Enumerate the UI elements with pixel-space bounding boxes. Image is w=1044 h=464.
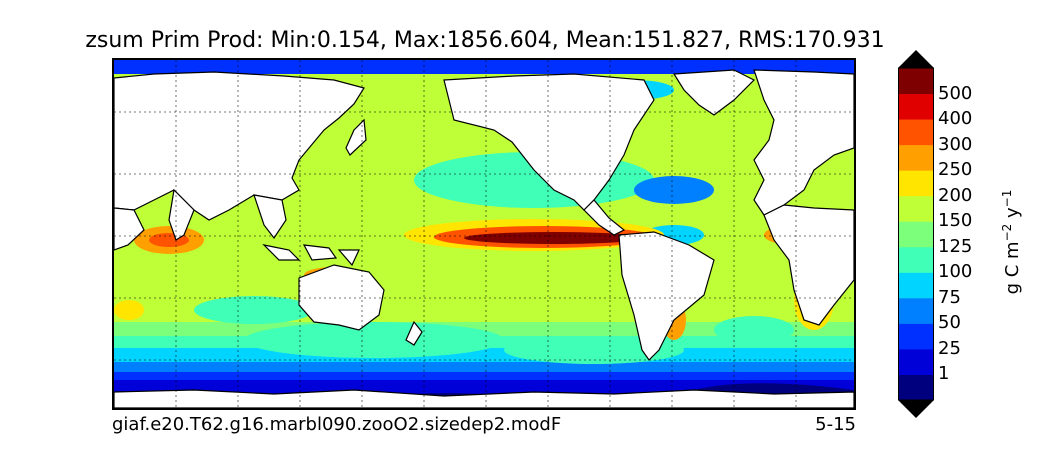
colorbar-tick-label: 200	[938, 184, 973, 206]
colorbar-tick-label: 500	[938, 82, 973, 104]
colorbar-segment	[898, 68, 934, 95]
colorbar-segment	[898, 348, 934, 375]
colorbar-tick-label: 75	[938, 286, 961, 308]
plot-title: zsum Prim Prod: Min:0.154, Max:1856.604,…	[85, 28, 885, 53]
global-map	[112, 58, 856, 410]
colorbar-tick-label: 150	[938, 210, 973, 232]
land-masses	[114, 69, 854, 408]
colorbar-segment	[898, 195, 934, 222]
colorbar-segment	[898, 374, 934, 401]
colorbar-border	[898, 67, 934, 401]
colorbar-tick-label: 25	[938, 337, 961, 359]
colorbar	[898, 50, 934, 418]
period-label: 5-15	[815, 414, 856, 435]
colorbar-segment	[898, 323, 934, 350]
colorbar-segment	[898, 170, 934, 197]
colorbar-tick-label: 100	[938, 261, 973, 283]
colorbar-tick-label: 400	[938, 108, 973, 130]
colorbar-tick-label: 300	[938, 133, 973, 155]
colorbar-tick-label: 50	[938, 312, 961, 334]
colorbar-extend-max	[898, 50, 934, 68]
colorbar-segment	[898, 297, 934, 324]
colorbar-segment	[898, 119, 934, 146]
colorbar-units-label: g C m−2 y−1	[1000, 189, 1023, 295]
colorbar-segment	[898, 272, 934, 299]
colorbar-tick-label: 125	[938, 235, 973, 257]
colorbar-segment	[898, 93, 934, 120]
case-name: giaf.e20.T62.g16.marbl090.zooO2.sizedep2…	[112, 414, 562, 435]
colorbar-tick-label: 250	[938, 159, 973, 181]
colorbar-segment	[898, 246, 934, 273]
colorbar-extend-min	[898, 400, 934, 418]
colorbar-segment	[898, 144, 934, 171]
colorbar-segment	[898, 221, 934, 248]
graticule	[114, 60, 854, 408]
colorbar-tick-label: 1	[938, 363, 950, 385]
